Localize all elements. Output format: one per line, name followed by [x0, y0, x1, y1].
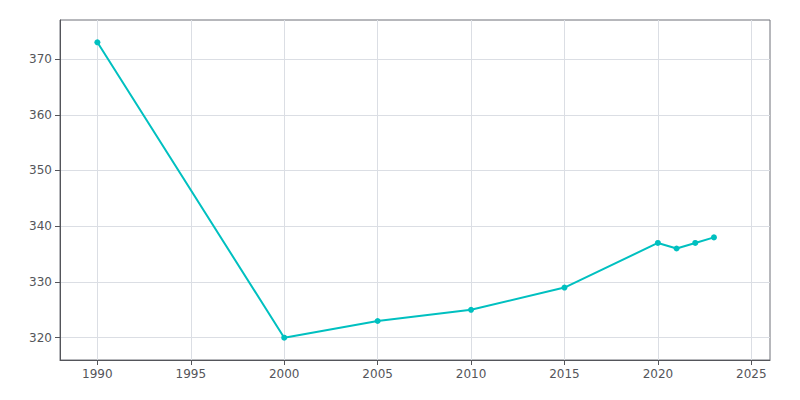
- svg-text:2015: 2015: [549, 367, 580, 381]
- svg-text:2005: 2005: [362, 367, 393, 381]
- svg-text:2010: 2010: [456, 367, 487, 381]
- svg-text:330: 330: [29, 275, 52, 289]
- svg-text:2020: 2020: [643, 367, 674, 381]
- svg-text:320: 320: [29, 331, 52, 345]
- svg-text:1995: 1995: [176, 367, 207, 381]
- svg-text:340: 340: [29, 219, 52, 233]
- svg-text:370: 370: [29, 52, 52, 66]
- svg-text:1990: 1990: [82, 367, 113, 381]
- svg-text:360: 360: [29, 108, 52, 122]
- svg-text:2000: 2000: [269, 367, 300, 381]
- svg-text:350: 350: [29, 163, 52, 177]
- svg-text:2025: 2025: [736, 367, 767, 381]
